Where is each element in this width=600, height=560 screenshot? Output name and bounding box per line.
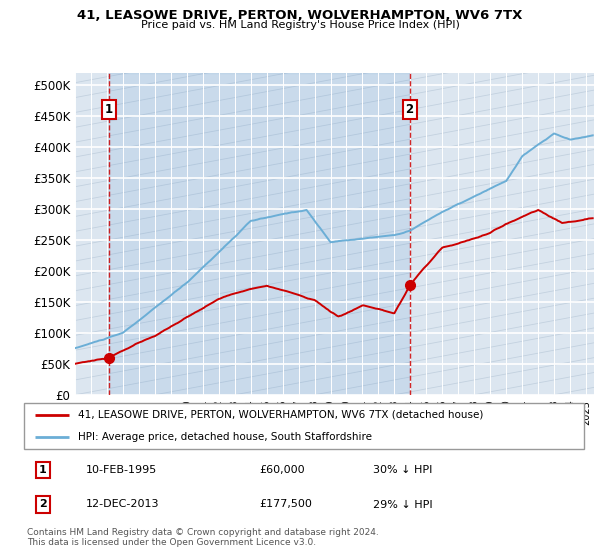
- Text: 30% ↓ HPI: 30% ↓ HPI: [373, 465, 432, 475]
- Text: 2: 2: [406, 104, 413, 116]
- FancyBboxPatch shape: [24, 404, 584, 449]
- Bar: [109, 73, 410, 395]
- Text: £60,000: £60,000: [259, 465, 305, 475]
- Text: Contains HM Land Registry data © Crown copyright and database right 2024.
This d: Contains HM Land Registry data © Crown c…: [26, 528, 379, 547]
- Text: HPI: Average price, detached house, South Staffordshire: HPI: Average price, detached house, Sout…: [78, 432, 372, 442]
- Text: £177,500: £177,500: [259, 500, 312, 510]
- Text: 1: 1: [38, 465, 46, 475]
- Text: 41, LEASOWE DRIVE, PERTON, WOLVERHAMPTON, WV6 7TX (detached house): 41, LEASOWE DRIVE, PERTON, WOLVERHAMPTON…: [78, 410, 483, 420]
- Text: 41, LEASOWE DRIVE, PERTON, WOLVERHAMPTON, WV6 7TX: 41, LEASOWE DRIVE, PERTON, WOLVERHAMPTON…: [77, 9, 523, 22]
- Text: Price paid vs. HM Land Registry's House Price Index (HPI): Price paid vs. HM Land Registry's House …: [140, 20, 460, 30]
- Text: 29% ↓ HPI: 29% ↓ HPI: [373, 500, 432, 510]
- Text: 12-DEC-2013: 12-DEC-2013: [86, 500, 160, 510]
- Text: 1: 1: [104, 104, 113, 116]
- Text: 2: 2: [38, 500, 46, 510]
- Text: 10-FEB-1995: 10-FEB-1995: [86, 465, 157, 475]
